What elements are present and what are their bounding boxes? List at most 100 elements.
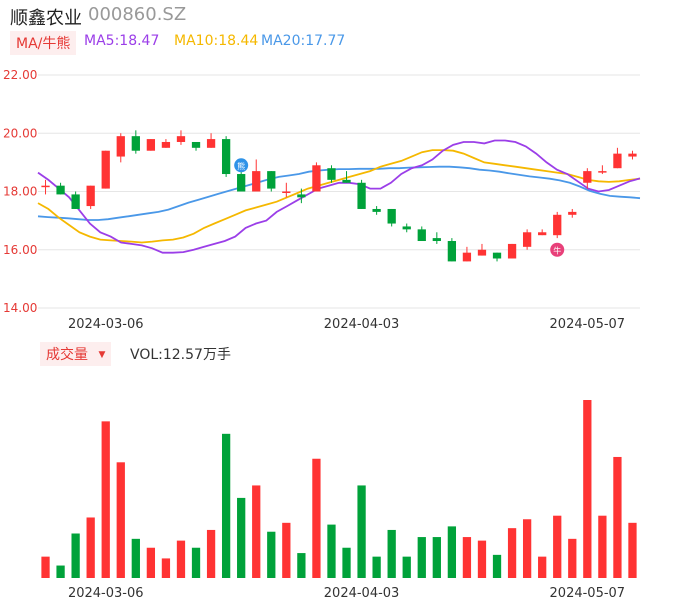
candle-body [568,211,577,215]
candle-body [131,136,140,151]
candle-body [628,153,637,157]
price-y-tick-label: 16.00 [3,243,37,257]
volume-bar [568,538,577,578]
volume-bar [477,540,487,578]
candle-body [327,168,336,180]
candle-body [492,252,502,259]
candle-body [357,182,366,209]
volume-bar [71,533,80,578]
volume-indicator-label: 成交量 [46,347,88,363]
candle-body [191,141,201,148]
volume-bar [342,547,351,578]
candle-body [613,153,622,169]
candle-body [116,136,125,157]
candle-body [372,208,381,212]
candle-body [176,136,186,142]
volume-value: VOL:12.57万手 [130,347,231,363]
volume-bar [312,458,321,578]
volume-bar [131,538,140,578]
candle-body [462,252,472,262]
candle-body [402,226,411,230]
volume-bar [41,556,50,578]
volume-bar [146,547,156,578]
candle-body [206,139,216,148]
candle-body [101,150,110,189]
ma5-line [37,139,641,254]
candle-body [432,238,441,242]
volume-bar [86,517,95,578]
candle-body [553,214,562,236]
volume-bar [553,515,562,578]
volume-x-tick-label: 2024-03-06 [68,586,144,601]
candle-body [312,165,321,192]
volume-bar [507,528,517,578]
volume-bar [176,540,186,578]
ma20-value: MA20:17.77 [261,33,346,49]
candle-body [282,191,291,193]
volume-bar [297,553,306,578]
volume-bar [598,515,607,578]
candle-body [342,179,351,183]
volume-bar [447,526,457,578]
candle-body [252,171,261,192]
ma20-line [37,165,641,221]
volume-indicator-selector[interactable]: 成交量 ▼ [40,342,112,366]
volume-bar [221,433,231,578]
candle-body [221,139,231,175]
candle-body [447,241,457,262]
bull-badge-label: 牛 [553,245,561,255]
volume-bar [237,497,246,578]
price-y-tick-label: 22.00 [3,68,37,82]
volume-bar [522,519,532,578]
price-y-tick-label: 18.00 [3,185,37,199]
volume-bar [101,421,110,578]
volume-bar [583,400,592,578]
candle-body [267,171,276,189]
volume-bar [387,529,396,578]
candle-body [161,141,171,148]
volume-bar [252,485,261,578]
ma-indicator-selector[interactable]: MA/牛熊 [10,31,77,55]
candle-body [598,171,607,173]
candle-body [477,249,487,256]
stock-code: 000860.SZ [88,4,187,25]
volume-bar [282,522,291,578]
candle-body [41,185,50,188]
bull-badge [550,242,565,257]
price-x-tick-label: 2024-03-06 [68,317,144,332]
chevron-down-icon: ▼ [98,350,106,360]
ma10-line [37,149,641,244]
candle-body [417,229,426,242]
candle-body [538,232,547,236]
volume-bar [372,556,381,578]
price-chart: 22.00 20.00 18.00 16.00 14.00 熊牛 2024-03-06 202… [3,68,641,332]
candle-body [522,232,532,247]
volume-bar [462,537,472,578]
candle-body [507,243,517,259]
volume-bar [191,547,201,578]
volume-bar [357,485,366,578]
volume-bar [538,556,547,578]
volume-bar [492,554,502,578]
candle-body [297,194,306,198]
candle-body [146,139,156,151]
candle-body [237,174,246,192]
candle-body [583,171,592,183]
volume-bar [327,524,336,578]
volume-bar [116,462,125,578]
candle-body [387,208,396,224]
stock-name: 顺鑫农业 [10,8,82,29]
ma10-value: MA10:18.44 [174,33,259,49]
price-x-tick-label: 2024-04-03 [324,317,400,332]
volume-bar [417,537,426,578]
volume-bar [267,531,276,578]
price-x-tick-label: 2024-05-07 [550,317,626,332]
volume-x-tick-label: 2024-04-03 [324,586,400,601]
volume-bar [628,522,637,578]
volume-bar [206,529,216,578]
volume-bar [56,565,65,578]
candle-body [71,194,80,209]
volume-chart: 2024-03-06 2024-04-03 2024-05-07 [41,400,637,601]
bear-badge [234,158,249,173]
candle-body [56,185,65,195]
